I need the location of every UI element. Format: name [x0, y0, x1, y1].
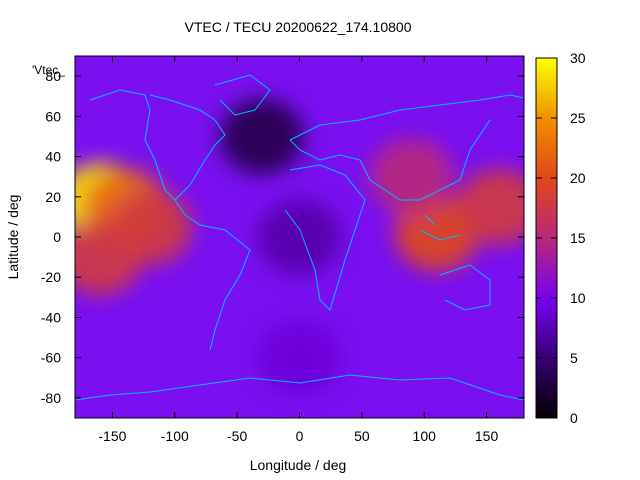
y-tick-label: 80	[45, 68, 61, 84]
x-tick-label: -100	[161, 428, 189, 444]
coast-indonesia	[419, 214, 461, 241]
colorbar-tick-label: 30	[570, 50, 586, 66]
colorbar-ticks: 0 5 10 15 20 25 30	[536, 50, 586, 426]
x-tick-label: -50	[227, 428, 247, 444]
coast-north-america	[89, 89, 226, 201]
plot-area	[75, 56, 524, 418]
y-tick-label: -60	[41, 350, 61, 366]
x-tick-label: -150	[98, 428, 126, 444]
x-axis-ticks: -150 -100 -50 0 50 100 150	[98, 56, 498, 444]
x-tick-label: 100	[413, 428, 437, 444]
y-axis-ticks: -80 -60 -40 -20 0 20 40 60 80	[41, 68, 524, 406]
x-tick-label: 0	[296, 428, 304, 444]
y-tick-label: 40	[45, 149, 61, 165]
heat-region	[257, 319, 342, 396]
y-tick-label: 20	[45, 189, 61, 205]
y-tick-label: 60	[45, 108, 61, 124]
heat-region	[457, 168, 524, 245]
heat-region	[75, 219, 142, 296]
series-label: 'Vtec_	[32, 63, 65, 77]
coast-south-america	[199, 224, 251, 351]
heat-region	[257, 199, 342, 275]
x-axis-label: Longitude / deg	[250, 457, 347, 473]
colorbar-tick-label: 15	[570, 230, 586, 246]
chart-title: VTEC / TECU 20200622_174.10800	[184, 19, 411, 35]
colorbar-tick-label: 0	[570, 410, 578, 426]
colorbar-tick-label: 25	[570, 110, 586, 126]
coast-antarctica	[75, 374, 524, 401]
coast-greenland	[214, 74, 271, 116]
x-tick-label: 50	[354, 428, 370, 444]
y-tick-label: 0	[53, 229, 61, 245]
heat-region	[220, 98, 305, 175]
heat-regions	[75, 98, 524, 396]
x-tick-label: 150	[475, 428, 499, 444]
heat-region	[369, 138, 454, 215]
colorbar-tick-label: 10	[570, 290, 586, 306]
y-tick-label: -40	[41, 309, 61, 325]
coastlines	[75, 74, 524, 401]
y-axis-label: Latitude / deg	[5, 195, 21, 280]
coast-australia	[439, 264, 491, 311]
y-tick-label: -20	[41, 269, 61, 285]
coast-central-america	[174, 199, 201, 226]
y-tick-label: -80	[41, 390, 61, 406]
colorbar-tick-label: 20	[570, 170, 586, 186]
coast-africa	[284, 164, 366, 311]
coast-europe-asia	[289, 94, 524, 201]
colorbar-tick-label: 5	[570, 350, 578, 366]
